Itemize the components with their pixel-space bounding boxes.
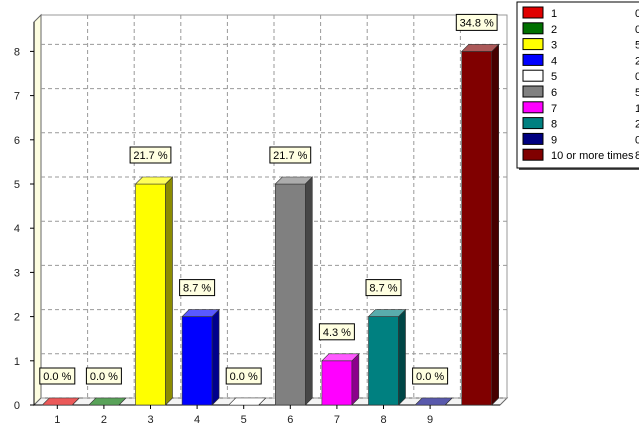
legend-value: 5 (635, 40, 639, 52)
legend-swatch (522, 101, 544, 114)
y-tick-label: 6 (14, 135, 20, 147)
y-tick-label: 3 (14, 267, 20, 279)
percent-label-box (318, 323, 355, 341)
y-axis-ticks: 0 1 2 3 4 5 6 7 8 (14, 46, 34, 412)
percent-label-box (269, 146, 312, 164)
x-tick-label: 1 (54, 414, 60, 425)
percent-label: 34.8 % (460, 17, 494, 29)
legend-label: 5 (551, 71, 557, 83)
y-tick-label: 5 (14, 179, 20, 191)
bar (368, 316, 399, 406)
bar-top (227, 397, 267, 406)
y-tick-label: 1 (14, 356, 20, 368)
bar-top (321, 353, 360, 362)
legend-value: 2 (635, 55, 639, 67)
bar-side (304, 176, 313, 406)
bar-top (88, 397, 127, 406)
bar (461, 51, 493, 406)
bar (181, 316, 213, 406)
legend-label: 3 (551, 40, 557, 52)
legend-value: 1 (635, 103, 639, 115)
percent-label-box (412, 367, 449, 385)
legend-swatch (522, 132, 544, 145)
bar (321, 360, 353, 406)
bar-top (460, 44, 500, 52)
percent-label: 0.0 % (230, 371, 258, 383)
percent-label-box (179, 279, 216, 297)
percent-label: 8.7 % (183, 283, 211, 295)
percent-label: 21.7 % (273, 150, 307, 162)
plot-side-wall (33, 13, 42, 407)
x-tick-label: 3 (147, 414, 153, 425)
percent-label-box (85, 367, 122, 385)
y-tick-label: 7 (14, 91, 20, 103)
bar-top (274, 176, 314, 185)
legend-value: 0 (635, 24, 639, 36)
percent-label-box (225, 367, 262, 385)
legend-swatch (522, 148, 544, 161)
legend-label: 6 (551, 87, 557, 99)
legend-label: 4 (551, 55, 557, 67)
bar-side (211, 308, 220, 406)
legend-swatch (522, 69, 544, 82)
bar (274, 183, 306, 406)
x-tick-label: 9 (427, 414, 433, 425)
bar-side (351, 353, 360, 406)
percent-label: 4.3 % (323, 327, 351, 339)
legend-swatch (522, 85, 544, 98)
legend-swatch (522, 117, 544, 130)
x-tick-label: 5 (241, 414, 247, 425)
y-tick-label: 2 (14, 312, 20, 324)
y-tick-label: 8 (14, 46, 20, 58)
legend-label: 8 (551, 119, 557, 131)
percent-label: 21.7 % (133, 150, 167, 162)
percent-label: 8.7 % (369, 283, 397, 295)
legend-label: 7 (551, 103, 557, 115)
bar-top (41, 397, 81, 406)
bar-side (491, 43, 500, 406)
legend-value: 0 (635, 8, 639, 20)
x-tick-label: 2 (101, 414, 107, 425)
legend-value: 2 (635, 119, 639, 131)
legend-swatch (522, 38, 544, 51)
legend-label: 9 (551, 134, 557, 146)
bar-top (367, 309, 407, 317)
legend: 1 02 03 54 25 06 57 18 29 010 or more times 8 (516, 1, 639, 170)
y-tick-label: 4 (14, 223, 20, 235)
bars (41, 43, 500, 406)
percent-label: 0.0 % (43, 371, 71, 383)
bar-top (181, 309, 220, 317)
percent-label: 0.0 % (90, 371, 118, 383)
x-tick-label: 6 (287, 414, 293, 425)
grid-lines (41, 15, 507, 399)
bar-top (134, 176, 174, 185)
legend-label: 10 or more times (551, 150, 634, 162)
legend-swatch (522, 22, 544, 35)
legend-value: 8 (635, 150, 639, 162)
y-tick-label: 0 (14, 400, 20, 412)
legend-label: 2 (551, 24, 557, 36)
percent-label-box (39, 367, 76, 385)
bar-top (414, 397, 453, 406)
percent-labels: 0.0 % 0.0 % 21.7 % 8.7 % 0.0 % 21.7 % 4.3 % 8.7… (39, 13, 498, 385)
legend-value: 5 (635, 87, 639, 99)
legend-label: 1 (551, 8, 557, 20)
percent-label-box (455, 13, 498, 31)
legend-value: 0 (635, 71, 639, 83)
x-axis-ticks: 1 2 3 4 5 6 7 8 9 (54, 405, 433, 425)
bar-side (398, 308, 406, 406)
x-tick-label: 7 (334, 414, 340, 425)
percent-label-box (129, 146, 172, 164)
bar-side (165, 176, 173, 406)
x-tick-label: 8 (380, 414, 386, 425)
percent-label-box (365, 279, 402, 297)
plot-background (32, 13, 509, 407)
percent-label: 0.0 % (416, 371, 444, 383)
bar (135, 183, 166, 406)
x-tick-label: 4 (194, 414, 200, 425)
legend-swatch (522, 53, 544, 66)
legend-value: 0 (635, 134, 639, 146)
legend-swatch (522, 6, 544, 19)
